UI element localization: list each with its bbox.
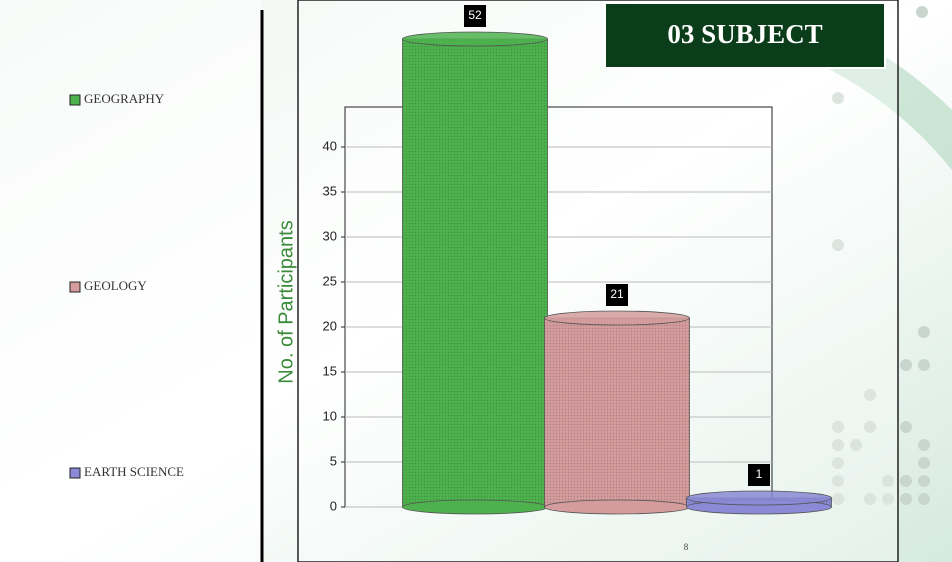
y-tick-label: 40: [323, 138, 337, 153]
bar-bottom: [544, 499, 690, 515]
legend-label: GEOGRAPHY: [84, 91, 165, 106]
page-number: 8: [684, 542, 689, 552]
y-axis-label: No. of Participants: [275, 220, 297, 383]
y-tick-label: 30: [323, 228, 337, 243]
legend-label: GEOLOGY: [84, 278, 147, 293]
value-label: 52: [468, 8, 482, 22]
value-label: 21: [610, 287, 624, 301]
y-tick-label: 20: [323, 318, 337, 333]
value-label-box: [464, 5, 486, 27]
value-label: 1: [756, 467, 763, 481]
bar-texture: [544, 318, 690, 507]
y-tick-label: 25: [323, 273, 337, 288]
legend-swatch: [69, 94, 81, 106]
legend-panel: [0, 0, 262, 562]
y-tick-label: 10: [323, 408, 337, 423]
legend-swatch: [69, 467, 81, 479]
chart-title: 03 SUBJECT: [667, 19, 822, 49]
bar-bottom: [402, 499, 548, 515]
value-label-box: [748, 464, 770, 486]
y-tick-label: 35: [323, 183, 337, 198]
title-box: [604, 2, 886, 69]
bar-top: [402, 31, 548, 47]
value-label-box: [606, 284, 628, 306]
y-tick-label: 5: [330, 453, 337, 468]
y-tick-label: 0: [330, 498, 337, 513]
bar-texture: [402, 39, 548, 507]
bar-top: [686, 490, 832, 506]
y-tick-label: 15: [323, 363, 337, 378]
bar-top: [544, 310, 690, 326]
legend-swatch: [69, 281, 81, 293]
legend-label: EARTH SCIENCE: [84, 464, 184, 479]
